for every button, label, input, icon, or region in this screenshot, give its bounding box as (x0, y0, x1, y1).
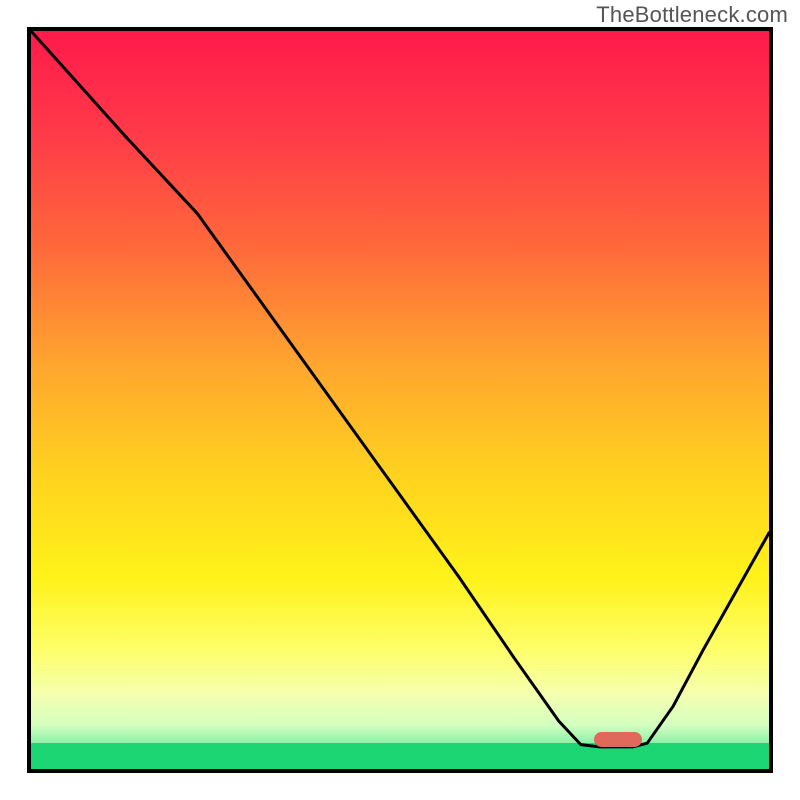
chart-plot-area (31, 31, 769, 769)
current-config-marker (594, 732, 642, 747)
watermark-text: TheBottleneck.com (596, 2, 788, 28)
bottleneck-curve-layer (31, 31, 769, 769)
bottleneck-curve (31, 31, 769, 747)
